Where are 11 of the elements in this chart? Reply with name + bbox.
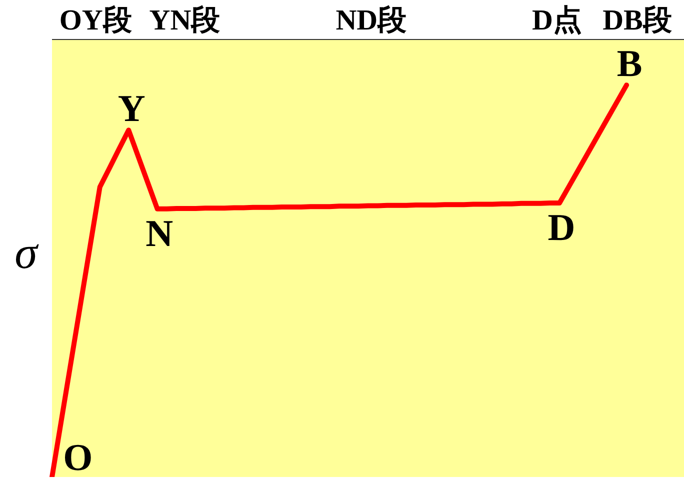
annotation: O — [63, 437, 93, 479]
annotation: N — [146, 212, 174, 255]
text: YN段 — [149, 4, 220, 36]
annotation: D — [548, 207, 576, 250]
annotation: B — [616, 43, 642, 86]
y-axis-title: σ — [14, 226, 38, 278]
text: D点 — [532, 4, 582, 36]
text: ND段 — [336, 4, 407, 36]
text: OY段 — [59, 4, 132, 36]
text: DB段 — [602, 4, 672, 36]
annotation: Y — [118, 88, 146, 130]
